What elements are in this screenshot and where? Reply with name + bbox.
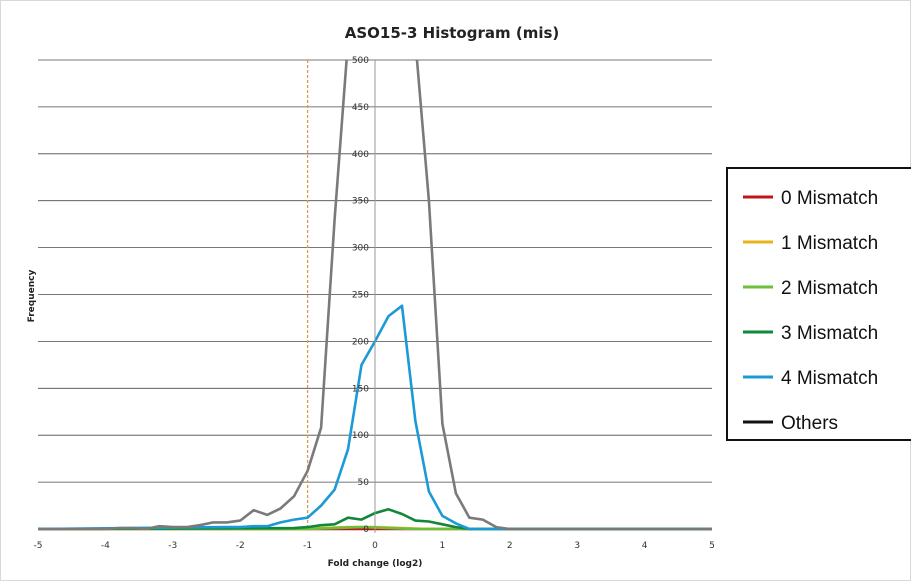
y-tick-label: 350	[352, 197, 369, 207]
x-tick-label: 2	[507, 541, 513, 551]
y-tick-label: 150	[352, 384, 369, 394]
y-tick-label: 400	[352, 150, 369, 160]
y-axis-label: Frequency	[27, 270, 37, 323]
series-line-3	[37, 507, 712, 531]
chart-title: ASO15-3 Histogram (mis)	[345, 24, 560, 42]
y-tick-labels: 0 50 100 150 200 250 300 350 400 450 500	[352, 56, 369, 535]
legend-label-0: 0 Mismatch	[781, 188, 878, 209]
series-line-4	[37, 304, 712, 531]
legend-label-4: 4 Mismatch	[781, 368, 878, 389]
x-tick-label: -4	[101, 541, 110, 551]
x-tick-label: 1	[440, 541, 446, 551]
legend-label-3: 3 Mismatch	[781, 323, 878, 344]
y-tick-label: 500	[352, 56, 369, 66]
x-tick-label: 0	[372, 541, 378, 551]
x-tick-labels: -5 -4 -3 -2 -1 0 1 2 3 4 5	[34, 541, 715, 551]
x-axis-label: Fold change (log2)	[328, 559, 423, 569]
y-tick-label: 250	[352, 291, 369, 301]
legend-label-2: 2 Mismatch	[781, 278, 878, 299]
x-tick-label: 4	[642, 541, 648, 551]
x-tick-label: -3	[168, 541, 177, 551]
series-line-5	[38, 60, 712, 531]
legend-label-5: Others	[781, 413, 838, 434]
x-tick-label: -1	[303, 541, 312, 551]
y-tick-label: 200	[352, 337, 369, 347]
x-tick-label: -2	[236, 541, 245, 551]
y-tick-label: 0	[363, 525, 369, 535]
x-tick-label: -5	[34, 541, 43, 551]
legend-box	[726, 167, 911, 441]
y-tick-label: 300	[352, 244, 369, 254]
x-tick-label: 5	[709, 541, 715, 551]
y-tick-label: 450	[352, 103, 369, 113]
x-tick-label: 3	[574, 541, 580, 551]
y-tick-label: 50	[358, 478, 370, 488]
legend: 0 Mismatch 1 Mismatch 2 Mismatch 3 Mismatch…	[726, 167, 911, 441]
series-line-2	[38, 525, 712, 531]
y-tick-label: 100	[352, 431, 369, 441]
legend-label-1: 1 Mismatch	[781, 233, 878, 254]
